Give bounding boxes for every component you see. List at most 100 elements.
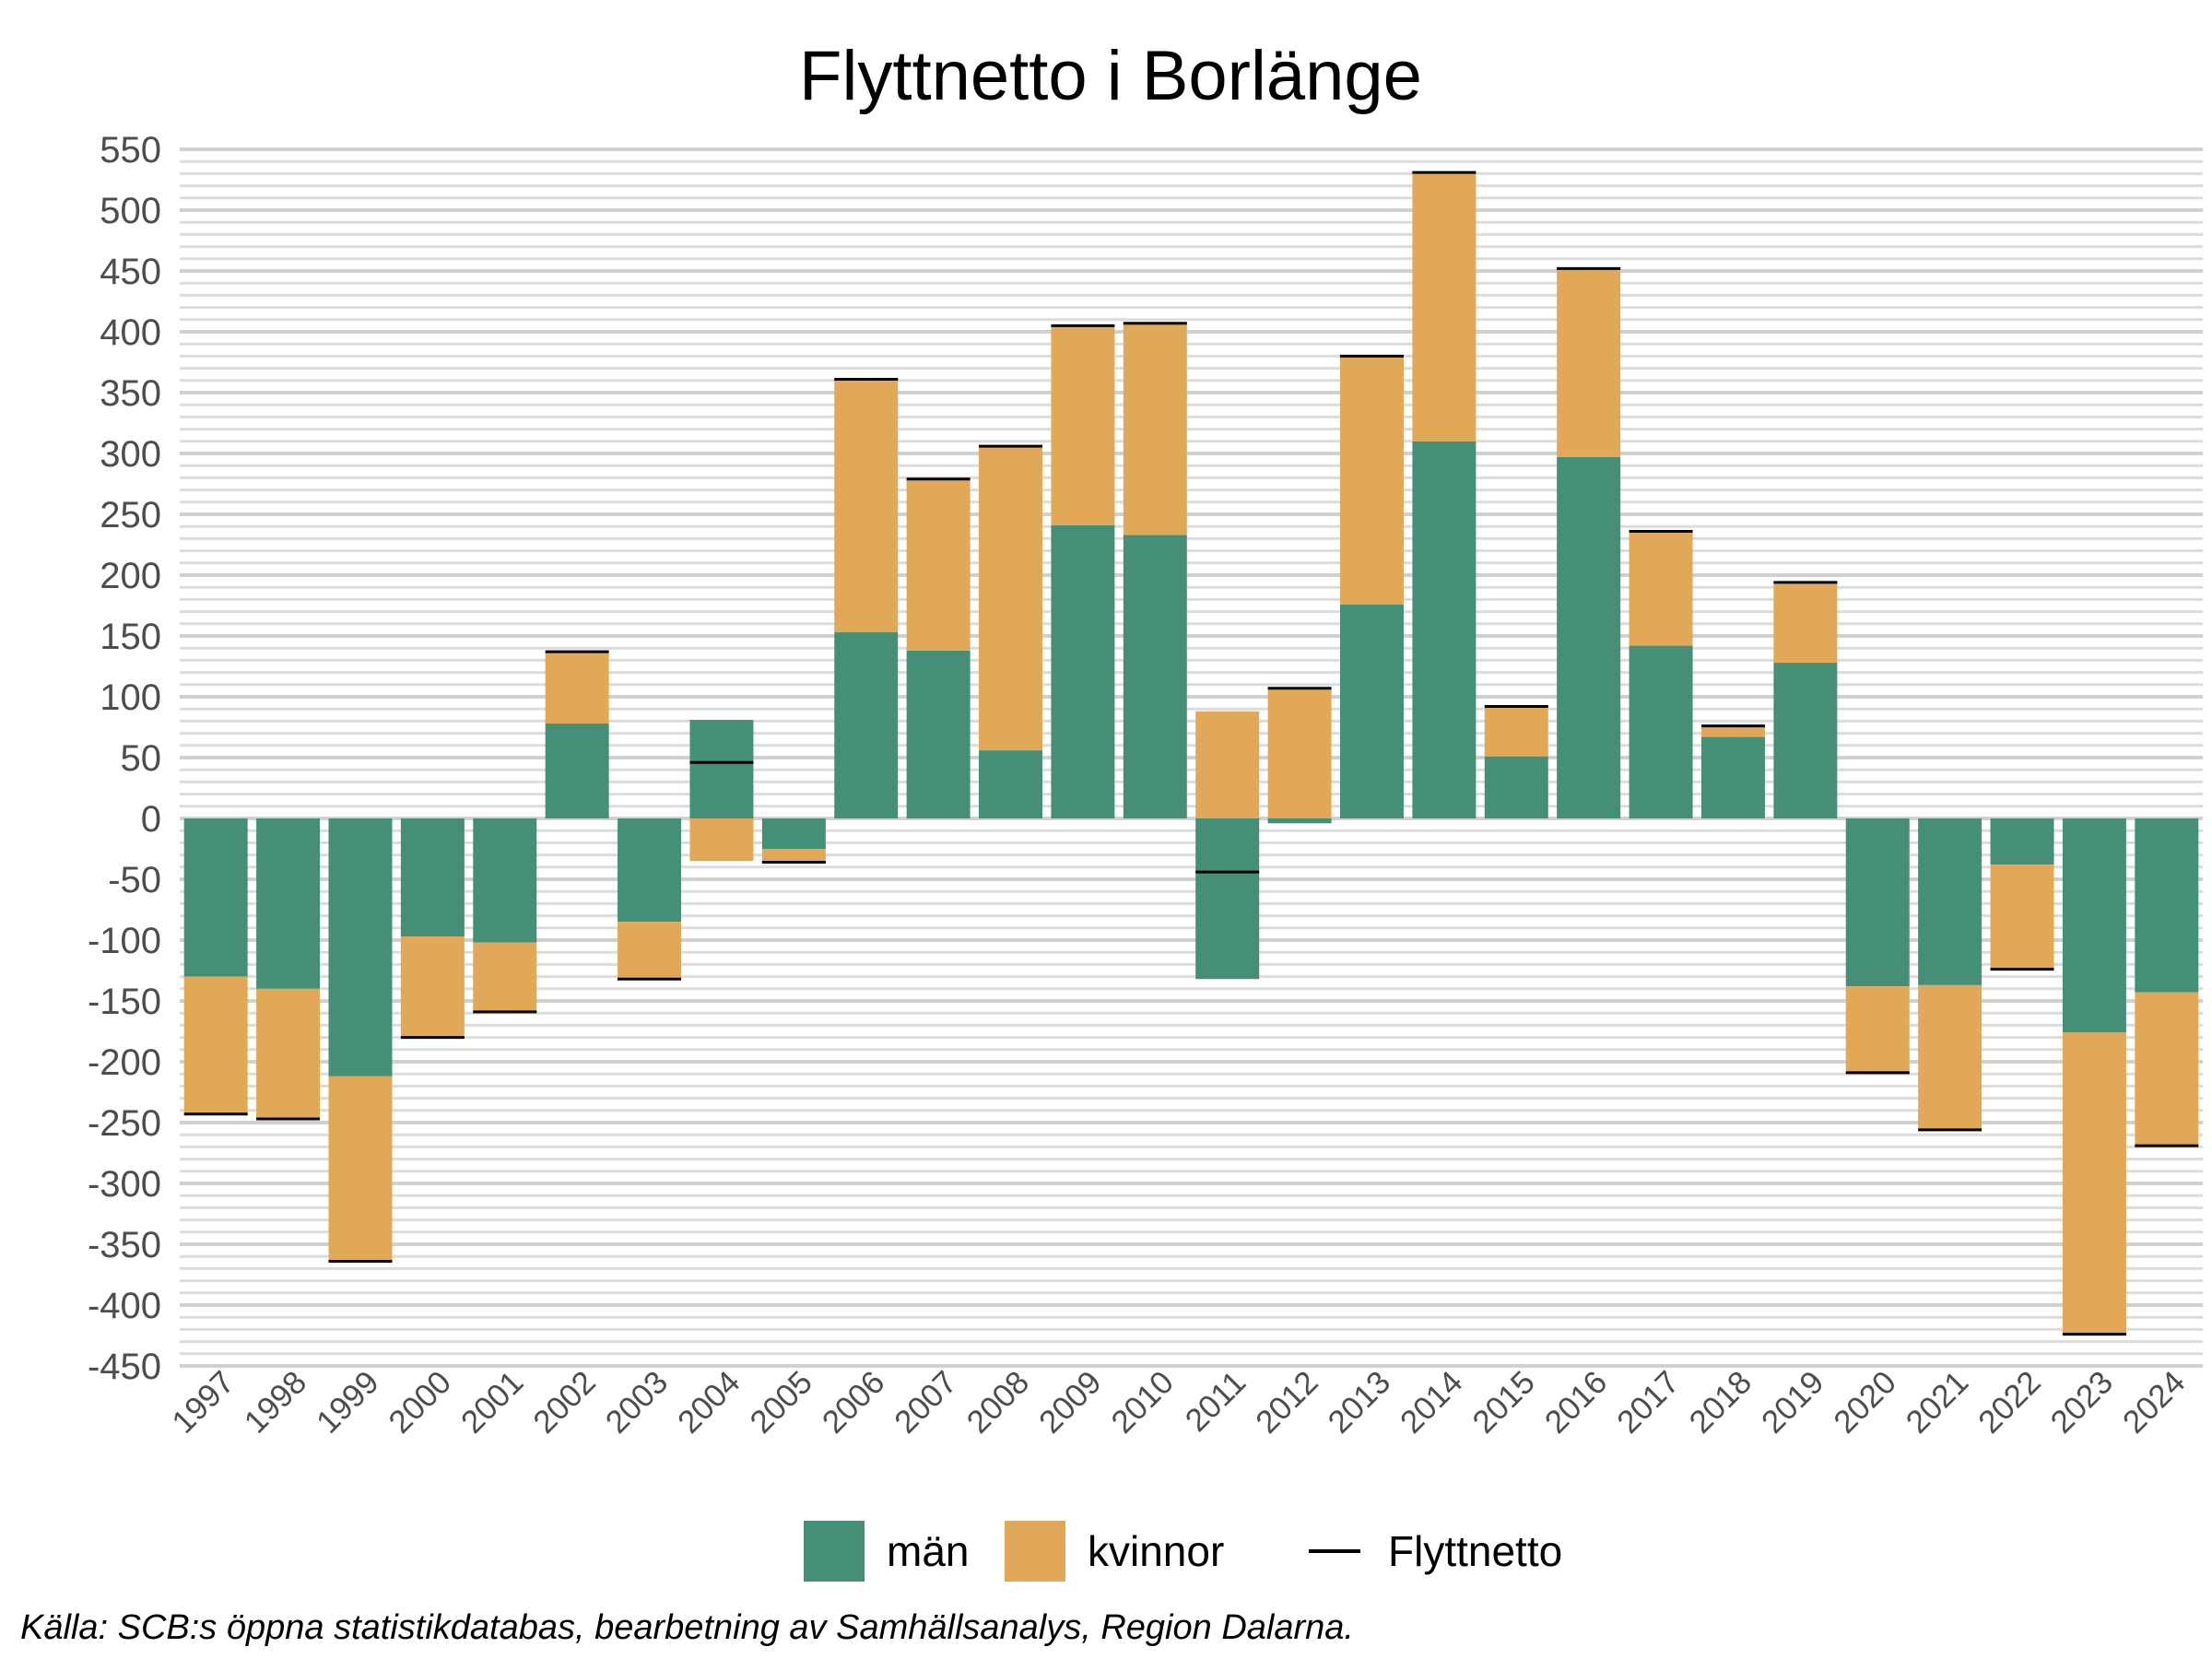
y-axis-ticks: 550500450400350300250200150100500-50-100… bbox=[88, 130, 161, 1387]
y-tick-label: 50 bbox=[121, 738, 162, 779]
x-tick-label: 2021 bbox=[1900, 1364, 1976, 1441]
y-tick-label: 350 bbox=[100, 373, 161, 414]
bar-kvinnor-2013 bbox=[1339, 356, 1404, 605]
bar-kvinnor-1997 bbox=[183, 976, 248, 1114]
y-tick-label: -250 bbox=[88, 1103, 161, 1144]
bar-man-2018 bbox=[1700, 736, 1765, 818]
bar-man-1999 bbox=[328, 818, 393, 1077]
x-tick-label: 2022 bbox=[1971, 1364, 2048, 1441]
legend-swatch-kvinnor bbox=[1005, 1521, 1065, 1582]
bar-man-2010 bbox=[1123, 535, 1187, 818]
bar-kvinnor-2018 bbox=[1700, 725, 1765, 737]
x-tick-label: 2014 bbox=[1394, 1364, 1470, 1441]
y-tick-label: 300 bbox=[100, 434, 161, 475]
bar-kvinnor-2008 bbox=[979, 446, 1043, 751]
legend-label-flyttnetto: Flyttnetto bbox=[1388, 1527, 1562, 1575]
bar-man-2008 bbox=[979, 750, 1043, 818]
x-tick-label: 1999 bbox=[310, 1364, 386, 1441]
x-tick-label: 2013 bbox=[1321, 1364, 1397, 1441]
bar-kvinnor-2022 bbox=[1990, 865, 2054, 970]
x-tick-label: 2009 bbox=[1032, 1364, 1109, 1441]
bar-man-2016 bbox=[1557, 456, 1621, 818]
y-tick-label: 500 bbox=[100, 191, 161, 231]
x-tick-label: 2017 bbox=[1610, 1364, 1687, 1441]
bar-man-2022 bbox=[1990, 818, 2054, 865]
bar-kvinnor-2003 bbox=[618, 922, 682, 980]
legend-swatch-man bbox=[804, 1521, 865, 1582]
net-markers bbox=[183, 171, 2199, 1336]
x-tick-label: 2020 bbox=[1827, 1364, 1903, 1441]
y-tick-label: 0 bbox=[141, 799, 161, 840]
bar-man-1998 bbox=[256, 818, 321, 989]
y-tick-label: 450 bbox=[100, 252, 161, 292]
x-tick-label: 1997 bbox=[165, 1364, 241, 1441]
bar-kvinnor-2010 bbox=[1123, 323, 1187, 535]
bar-man-2017 bbox=[1629, 645, 1693, 818]
y-tick-label: 150 bbox=[100, 617, 161, 657]
bar-kvinnor-2017 bbox=[1629, 531, 1693, 646]
bar-kvinnor-2004 bbox=[689, 818, 754, 862]
y-tick-label: -150 bbox=[88, 982, 161, 1022]
bar-man-2003 bbox=[618, 818, 682, 923]
bar-kvinnor-2015 bbox=[1484, 706, 1548, 757]
bar-man-2000 bbox=[400, 818, 465, 937]
bar-kvinnor-2011 bbox=[1195, 711, 1260, 818]
bar-kvinnor-2012 bbox=[1267, 689, 1332, 818]
x-tick-label: 2015 bbox=[1465, 1364, 1542, 1441]
y-tick-label: -200 bbox=[88, 1042, 161, 1083]
y-tick-label: -400 bbox=[88, 1286, 161, 1326]
bar-kvinnor-2001 bbox=[473, 942, 537, 1012]
x-tick-label: 2007 bbox=[888, 1364, 964, 1441]
x-tick-label: 2003 bbox=[599, 1364, 676, 1441]
x-tick-label: 2016 bbox=[1538, 1364, 1615, 1441]
x-tick-label: 2011 bbox=[1179, 1364, 1253, 1439]
y-tick-label: -100 bbox=[88, 921, 161, 961]
bar-kvinnor-2021 bbox=[1918, 984, 1983, 1130]
y-tick-label: -50 bbox=[108, 860, 161, 900]
bar-man-2002 bbox=[545, 724, 609, 818]
gridlines bbox=[180, 147, 2203, 1368]
y-tick-label: -350 bbox=[88, 1225, 161, 1265]
x-tick-label: 2004 bbox=[671, 1364, 747, 1441]
bar-kvinnor-2019 bbox=[1773, 582, 1838, 664]
bar-man-2019 bbox=[1773, 663, 1838, 818]
bar-man-2012 bbox=[1267, 818, 1332, 824]
chart-title: Flyttnetto i Borlänge bbox=[799, 37, 1422, 115]
bar-man-2007 bbox=[906, 650, 971, 818]
x-tick-label: 2012 bbox=[1249, 1364, 1325, 1441]
source-caption: Källa: SCB:s öppna statistikdatabas, bea… bbox=[20, 1608, 1354, 1647]
y-tick-label: -450 bbox=[88, 1347, 161, 1387]
bar-man-1997 bbox=[183, 818, 248, 977]
bar-man-2014 bbox=[1412, 441, 1477, 818]
bar-kvinnor-2016 bbox=[1557, 268, 1621, 457]
bar-kvinnor-2023 bbox=[2062, 1032, 2126, 1335]
bar-man-2024 bbox=[2135, 818, 2199, 993]
legend-label-man: män bbox=[887, 1527, 969, 1575]
bar-man-2021 bbox=[1918, 818, 1983, 985]
y-tick-label: 100 bbox=[100, 677, 161, 718]
bar-kvinnor-2002 bbox=[545, 652, 609, 724]
legend-label-kvinnor: kvinnor bbox=[1088, 1527, 1224, 1575]
bar-kvinnor-1999 bbox=[328, 1076, 393, 1262]
y-tick-label: 250 bbox=[100, 495, 161, 535]
bar-man-2009 bbox=[1051, 524, 1115, 818]
x-tick-label: 2010 bbox=[1104, 1364, 1181, 1441]
bar-kvinnor-2006 bbox=[834, 379, 899, 633]
x-tick-label: 2002 bbox=[526, 1364, 603, 1441]
bar-man-2011 bbox=[1195, 818, 1260, 980]
bar-man-2023 bbox=[2062, 818, 2126, 1033]
bar-man-2004 bbox=[689, 720, 754, 818]
legend: män kvinnor Flyttnetto bbox=[804, 1521, 1562, 1582]
bar-kvinnor-1998 bbox=[256, 988, 321, 1120]
y-tick-label: 400 bbox=[100, 312, 161, 353]
bar-kvinnor-2005 bbox=[761, 849, 826, 863]
x-tick-label: 2005 bbox=[743, 1364, 819, 1441]
x-tick-label: 2006 bbox=[816, 1364, 892, 1441]
bars bbox=[183, 172, 2199, 1335]
bar-kvinnor-2007 bbox=[906, 478, 971, 651]
y-tick-label: -300 bbox=[88, 1164, 161, 1205]
x-axis-ticks: 1997199819992000200120022003200420052006… bbox=[165, 1364, 2192, 1441]
x-tick-label: 2001 bbox=[454, 1364, 531, 1441]
x-tick-label: 2018 bbox=[1682, 1364, 1759, 1441]
